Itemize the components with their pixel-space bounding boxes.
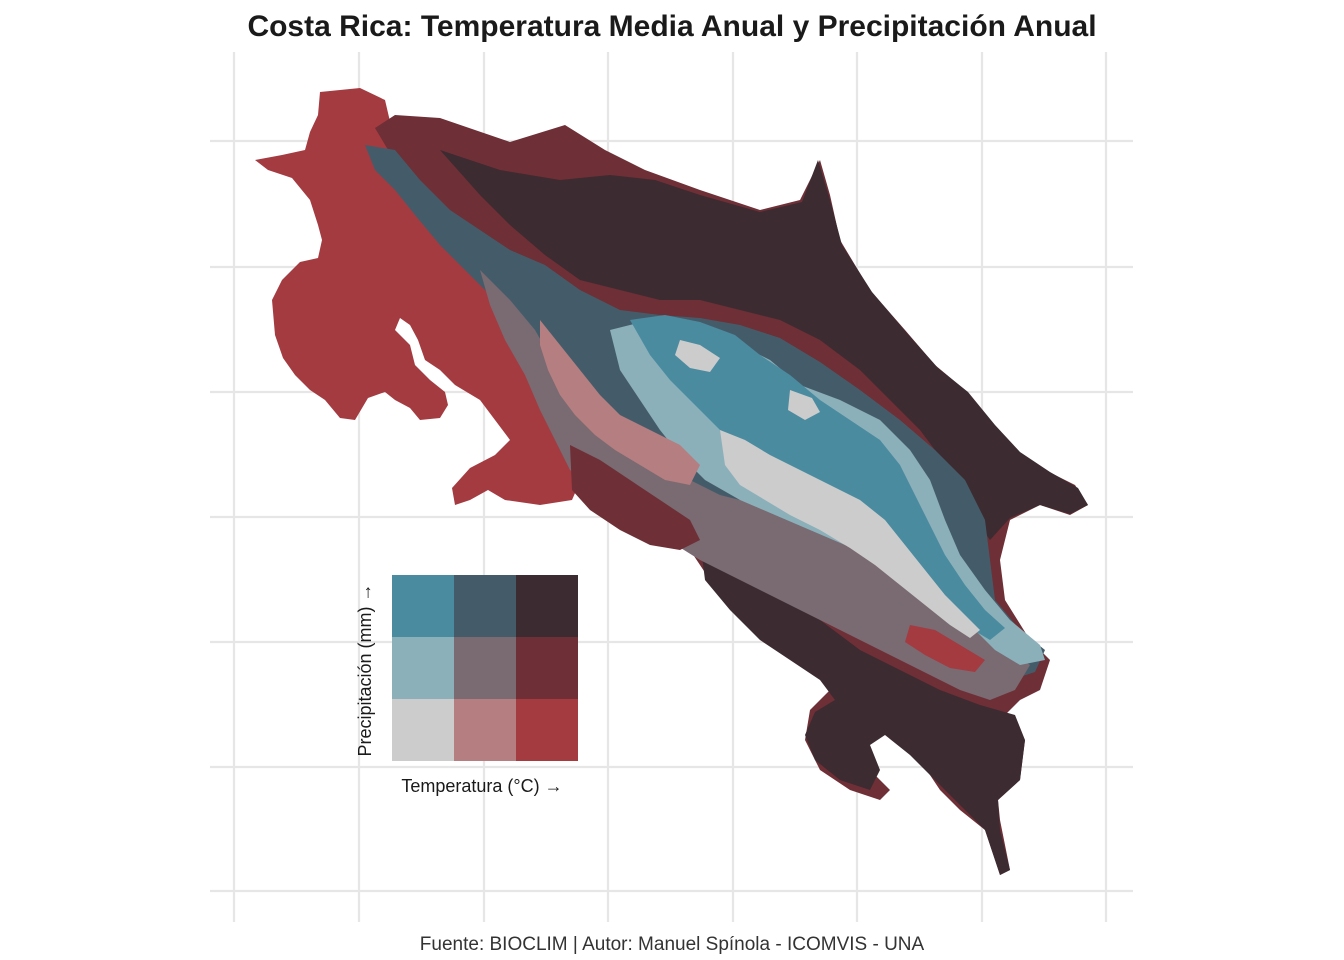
map-caption: Fuente: BIOCLIM | Autor: Manuel Spínola … — [419, 934, 925, 955]
class-mid-temp-low-prec — [540, 320, 700, 485]
legend-cell-r1c0 — [392, 637, 454, 699]
costa-rica-bivariate-map — [255, 88, 1088, 875]
legend-cell-r0c1 — [454, 575, 516, 637]
class-high-temp-low-prec-south — [905, 625, 985, 672]
map-title: Costa Rica: Temperatura Media Anual y Pr… — [247, 10, 1097, 43]
class-mid-mid — [480, 270, 1030, 700]
legend-cell-r1c1 — [454, 637, 516, 699]
class-low-low-peak-central — [788, 390, 820, 420]
class-high-high — [440, 150, 1088, 540]
legend-cell-r0c2 — [516, 575, 578, 637]
legend-cell-r1c2 — [516, 637, 578, 699]
class-high-temp-mid-prec-southwest — [570, 445, 700, 550]
bivariate-legend: Temperatura (°C) → Precipitación (mm) → — [355, 575, 578, 796]
class-low-low — [720, 430, 980, 638]
legend-cell-r2c2 — [516, 699, 578, 761]
legend-cell-r2c0 — [392, 699, 454, 761]
class-low-low-peak-north — [675, 340, 720, 372]
legend-cell-r2c1 — [454, 699, 516, 761]
legend-x-label: Temperatura (°C) → — [401, 776, 562, 796]
legend-cell-r0c0 — [392, 575, 454, 637]
class-high-temp-low-prec — [255, 88, 585, 505]
legend-y-label: Precipitación (mm) → — [355, 583, 375, 756]
class-high-high-south — [700, 540, 1025, 875]
